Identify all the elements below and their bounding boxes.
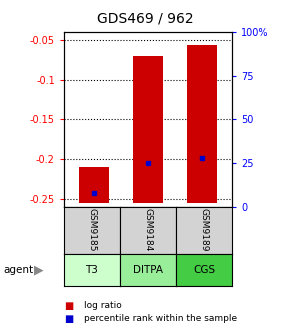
Text: agent: agent: [3, 265, 33, 275]
Text: GSM9184: GSM9184: [143, 208, 153, 252]
Text: percentile rank within the sample: percentile rank within the sample: [84, 314, 237, 323]
Bar: [133, 56, 163, 203]
Text: log ratio: log ratio: [84, 301, 122, 310]
Text: ■: ■: [64, 314, 73, 324]
Bar: [79, 167, 108, 203]
Text: ■: ■: [64, 301, 73, 311]
Text: CGS: CGS: [193, 265, 215, 275]
Bar: [187, 45, 217, 203]
Text: GDS469 / 962: GDS469 / 962: [97, 12, 193, 26]
Text: GSM9185: GSM9185: [87, 208, 96, 252]
Text: DITPA: DITPA: [133, 265, 163, 275]
Text: ▶: ▶: [34, 263, 44, 276]
Text: T3: T3: [85, 265, 98, 275]
Text: GSM9189: GSM9189: [200, 208, 209, 252]
